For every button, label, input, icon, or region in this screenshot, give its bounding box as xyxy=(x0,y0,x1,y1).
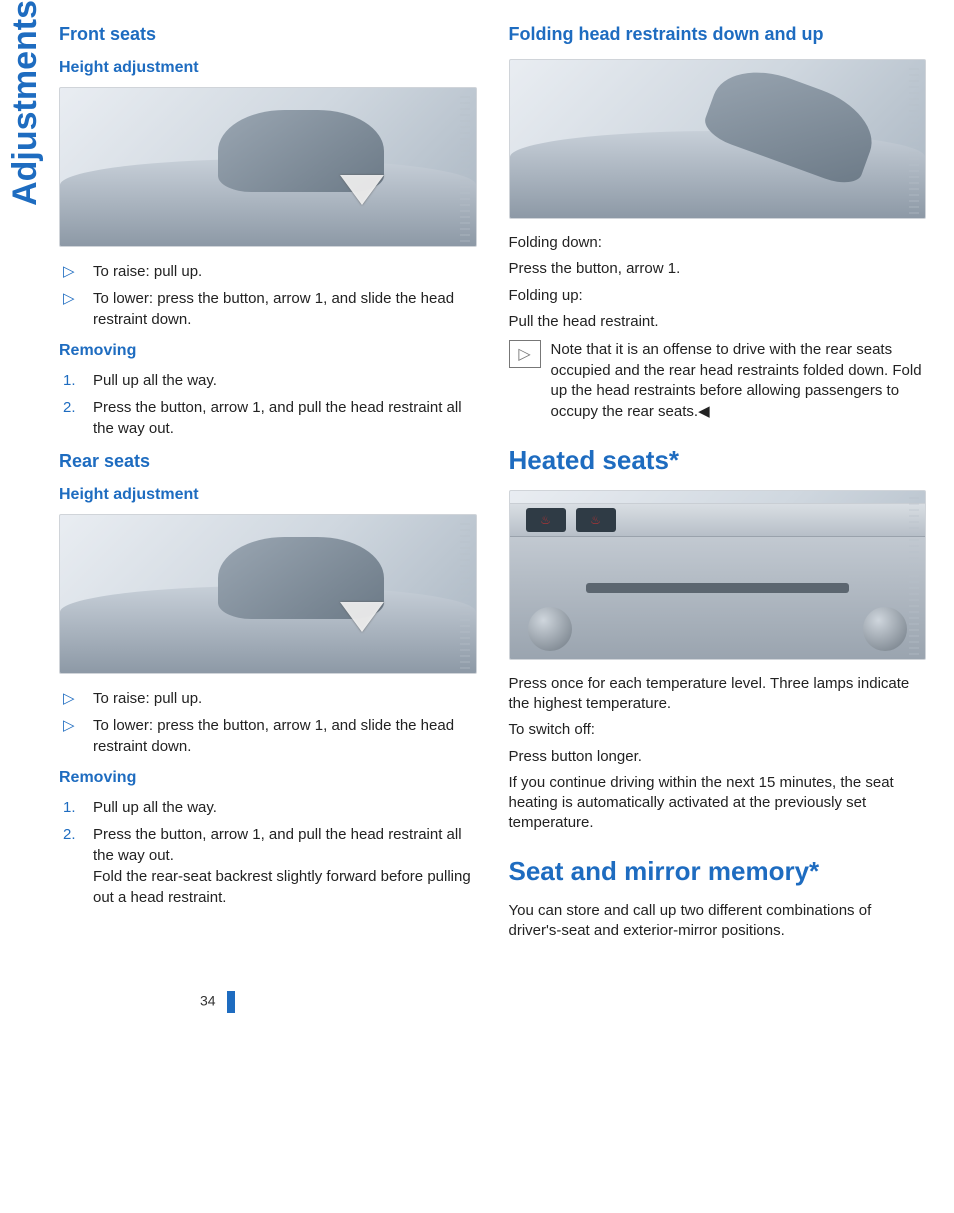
folding-down-text: Press the button, arrow 1. xyxy=(509,259,927,279)
figure-folding-headrest xyxy=(509,59,927,219)
list-text: Pull up all the way. xyxy=(93,370,477,391)
heading-height-adjustment-front: Height adjustment xyxy=(59,59,477,77)
list-item: 1. Pull up all the way. xyxy=(63,797,477,818)
list-item: ▷ To raise: pull up. xyxy=(63,688,477,709)
list-item: 2. Press the button, arrow 1, and pull t… xyxy=(63,824,477,908)
page: Adjustments Front seats Height adjustmen… xyxy=(0,0,954,971)
list-item: ▷ To lower: press the button, arrow 1, a… xyxy=(63,288,477,330)
triangle-bullet-icon: ▷ xyxy=(63,261,81,282)
list-item: ▷ To raise: pull up. xyxy=(63,261,477,282)
list-item: ▷ To lower: press the button, arrow 1, a… xyxy=(63,715,477,757)
slot-icon xyxy=(586,583,850,593)
list-text: Press the button, arrow 1, and pull the … xyxy=(93,397,477,439)
figure-front-headrest xyxy=(59,87,477,247)
heading-removing-rear: Removing xyxy=(59,769,477,787)
page-footer: 34 xyxy=(0,971,954,1029)
heading-rear-seats: Rear seats xyxy=(59,451,477,472)
numbered-list: 1. Pull up all the way. 2. Press the but… xyxy=(59,797,477,908)
left-column: Front seats Height adjustment ▷ To raise… xyxy=(59,24,477,947)
illustration-button-strip: ♨ ♨ xyxy=(510,503,926,537)
list-item: 1. Pull up all the way. xyxy=(63,370,477,391)
heading-height-adjustment-rear: Height adjustment xyxy=(59,486,477,504)
figure-heated-seats-controls: ♨ ♨ xyxy=(509,490,927,660)
bullet-list: ▷ To raise: pull up. ▷ To lower: press t… xyxy=(59,688,477,757)
safety-note: ▷ Note that it is an offense to drive wi… xyxy=(509,340,927,423)
illustration-radio-body xyxy=(510,537,926,659)
seat-heat-icon: ♨ xyxy=(590,513,601,527)
folding-up-label: Folding up: xyxy=(509,286,927,306)
note-text: Note that it is an offense to drive with… xyxy=(551,340,927,423)
list-text: To lower: press the button, arrow 1, and… xyxy=(93,715,477,757)
list-text: Pull up all the way. xyxy=(93,797,477,818)
figure-rear-headrest xyxy=(59,514,477,674)
heated-off-label: To switch off: xyxy=(509,720,927,740)
heading-front-seats: Front seats xyxy=(59,24,477,45)
triangle-bullet-icon: ▷ xyxy=(63,288,81,330)
page-number: 34 xyxy=(200,993,216,1009)
list-text: To raise: pull up. xyxy=(93,688,477,709)
seat-heat-icon: ♨ xyxy=(540,513,551,527)
memory-p1: You can store and call up two different … xyxy=(509,901,927,942)
heated-p2: If you continue driving within the next … xyxy=(509,773,927,834)
content-columns: Front seats Height adjustment ▷ To raise… xyxy=(51,0,954,971)
heated-off-text: Press button longer. xyxy=(509,747,927,767)
list-text: To raise: pull up. xyxy=(93,261,477,282)
heated-seat-right-button-illustration: ♨ xyxy=(576,508,616,532)
knob-icon xyxy=(863,607,907,651)
note-triangle-icon: ▷ xyxy=(509,340,541,368)
arrow-icon xyxy=(340,175,384,205)
footer-accent-bar xyxy=(227,991,235,1013)
bullet-list: ▷ To raise: pull up. ▷ To lower: press t… xyxy=(59,261,477,330)
heading-seat-mirror-memory: Seat and mirror memory* xyxy=(509,856,927,887)
heading-removing-front: Removing xyxy=(59,342,477,360)
list-text: To lower: press the button, arrow 1, and… xyxy=(93,288,477,330)
end-mark-icon: ◀ xyxy=(698,403,710,420)
list-item: 2. Press the button, arrow 1, and pull t… xyxy=(63,397,477,439)
knob-icon xyxy=(528,607,572,651)
number-marker: 1. xyxy=(63,370,81,391)
heated-seat-left-button-illustration: ♨ xyxy=(526,508,566,532)
arrow-icon xyxy=(340,602,384,632)
right-column: Folding head restraints down and up Fold… xyxy=(509,24,927,947)
section-tab: Adjustments xyxy=(0,0,51,226)
numbered-list: 1. Pull up all the way. 2. Press the but… xyxy=(59,370,477,439)
number-marker: 1. xyxy=(63,797,81,818)
triangle-bullet-icon: ▷ xyxy=(63,715,81,757)
heated-p1: Press once for each temperature level. T… xyxy=(509,674,927,715)
folding-up-text: Pull the head restraint. xyxy=(509,312,927,332)
number-marker: 2. xyxy=(63,397,81,439)
heading-folding: Folding head restraints down and up xyxy=(509,24,927,45)
triangle-bullet-icon: ▷ xyxy=(63,688,81,709)
folding-down-label: Folding down: xyxy=(509,233,927,253)
list-text: Press the button, arrow 1, and pull the … xyxy=(93,824,477,908)
heading-heated-seats: Heated seats* xyxy=(509,445,927,476)
number-marker: 2. xyxy=(63,824,81,908)
